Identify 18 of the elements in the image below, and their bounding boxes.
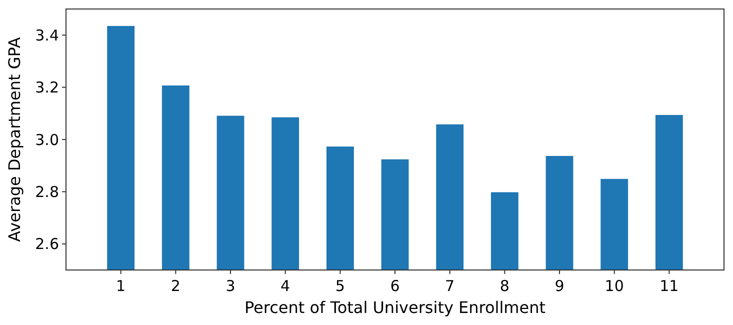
x-tick-label: 4	[280, 277, 290, 295]
x-tick-label: 3	[226, 277, 236, 295]
y-tick-label: 3.2	[35, 78, 59, 97]
x-tick-label: 7	[445, 277, 455, 295]
y-tick-label: 3.0	[35, 130, 59, 149]
y-axis-title: Average Department GPA	[5, 37, 24, 242]
x-tick-label: 2	[170, 277, 180, 295]
x-tick-label: 5	[335, 277, 345, 295]
y-tick-label: 2.6	[35, 235, 59, 254]
x-tick-label: 8	[500, 277, 510, 295]
x-tick-label: 1	[116, 277, 126, 295]
x-tick-label: 10	[604, 277, 624, 295]
y-tick-label: 2.8	[35, 182, 59, 201]
x-tick-label: 9	[554, 277, 564, 295]
x-tick-label: 6	[390, 277, 400, 295]
x-axis-title: Percent of Total University Enrollment	[244, 298, 546, 317]
x-tick-label: 11	[660, 277, 679, 295]
y-tick-label: 3.4	[35, 26, 59, 44]
